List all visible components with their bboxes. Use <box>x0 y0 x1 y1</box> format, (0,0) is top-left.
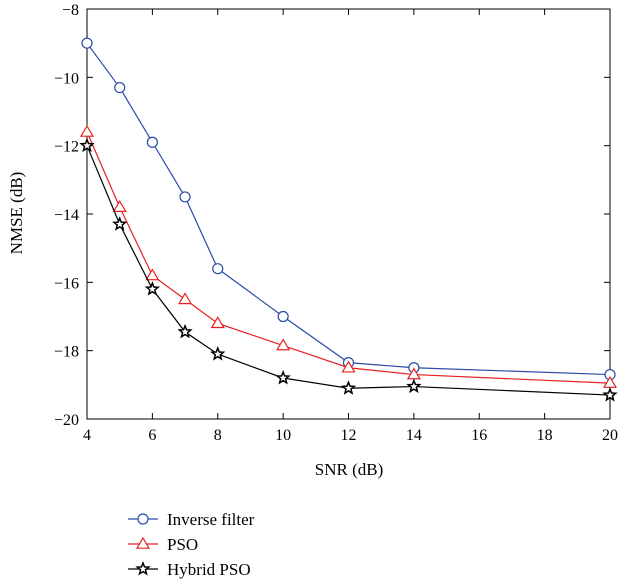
data-point-hybrid-pso <box>275 369 291 385</box>
data-point-hybrid-pso <box>79 137 95 153</box>
data-point-inverse-filter <box>81 37 93 49</box>
y-tick-label: −14 <box>54 207 79 224</box>
data-point-pso <box>210 316 225 329</box>
series-hybrid-pso <box>79 137 618 402</box>
x-tick-label: 6 <box>148 427 156 444</box>
series-inverse-filter <box>81 37 616 381</box>
data-point-hybrid-pso <box>210 346 226 361</box>
y-tick-label: −12 <box>54 139 79 156</box>
legend-label: Hybrid PSO <box>167 560 251 579</box>
x-tick-label: 8 <box>214 427 222 444</box>
x-axis-title: SNR (dB) <box>315 460 383 479</box>
y-tick-label: −20 <box>54 412 79 429</box>
x-tick-label: 12 <box>341 427 357 444</box>
series-line-pso <box>86 131 611 384</box>
data-point-hybrid-pso <box>406 378 422 394</box>
y-tick-label: −10 <box>54 70 79 87</box>
x-tick-label: 4 <box>83 427 91 444</box>
data-point-inverse-filter <box>212 263 224 275</box>
x-tick-label: 20 <box>602 427 618 444</box>
data-point-pso <box>341 360 356 373</box>
legend-marker-triangle <box>135 536 151 549</box>
plot-area: 4 6 8 10 12 14 16 18 20 −20 −18 −16 −14 −12 −10 −8 <box>54 2 618 444</box>
data-point-hybrid-pso <box>144 281 161 296</box>
y-tick-label: −8 <box>62 2 79 19</box>
data-point-pso <box>178 292 193 305</box>
data-point-pso <box>112 199 127 212</box>
data-point-pso <box>602 375 618 388</box>
legend-label: PSO <box>167 535 198 554</box>
x-tick-label: 16 <box>471 427 487 444</box>
data-point-hybrid-pso <box>602 387 618 402</box>
legend-marker-circle <box>137 513 149 525</box>
data-point-inverse-filter <box>179 191 191 203</box>
x-tick-label: 14 <box>406 427 422 444</box>
data-point-inverse-filter <box>146 136 158 148</box>
data-point-hybrid-pso <box>340 380 357 395</box>
data-point-hybrid-pso <box>177 323 193 339</box>
legend-label: Inverse filter <box>167 510 255 529</box>
data-point-inverse-filter <box>114 81 126 94</box>
y-tick-label: −16 <box>54 275 79 292</box>
data-point-pso <box>79 124 95 137</box>
data-point-hybrid-pso <box>112 216 128 231</box>
y-axis-title: NMSE (dB) <box>7 172 26 255</box>
legend-item-hybrid-pso: Hybrid PSO <box>128 560 251 579</box>
y-tick-label: −18 <box>54 344 79 361</box>
legend-item-pso: PSO <box>128 535 198 554</box>
x-tick-label: 10 <box>275 427 291 444</box>
legend: Inverse filter PSO Hybrid PSO <box>128 510 255 579</box>
series-line-inverse-filter <box>86 42 611 376</box>
x-tick-label: 18 <box>537 427 553 444</box>
legend-item-inverse-filter: Inverse filter <box>128 510 255 529</box>
data-point-pso <box>145 268 160 281</box>
data-point-inverse-filter <box>277 310 289 323</box>
legend-marker-star <box>135 560 151 576</box>
series-pso <box>79 124 618 388</box>
data-point-pso <box>276 338 291 351</box>
